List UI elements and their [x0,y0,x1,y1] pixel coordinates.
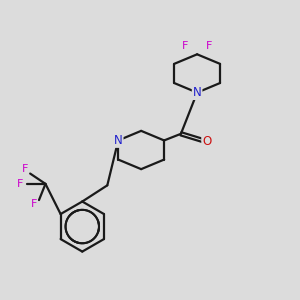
Text: F: F [31,200,37,209]
Text: N: N [193,86,202,99]
Text: F: F [182,41,188,51]
Text: F: F [22,164,28,174]
Text: F: F [206,41,213,51]
Text: F: F [17,179,24,189]
Text: O: O [202,135,212,148]
Text: N: N [114,134,123,147]
